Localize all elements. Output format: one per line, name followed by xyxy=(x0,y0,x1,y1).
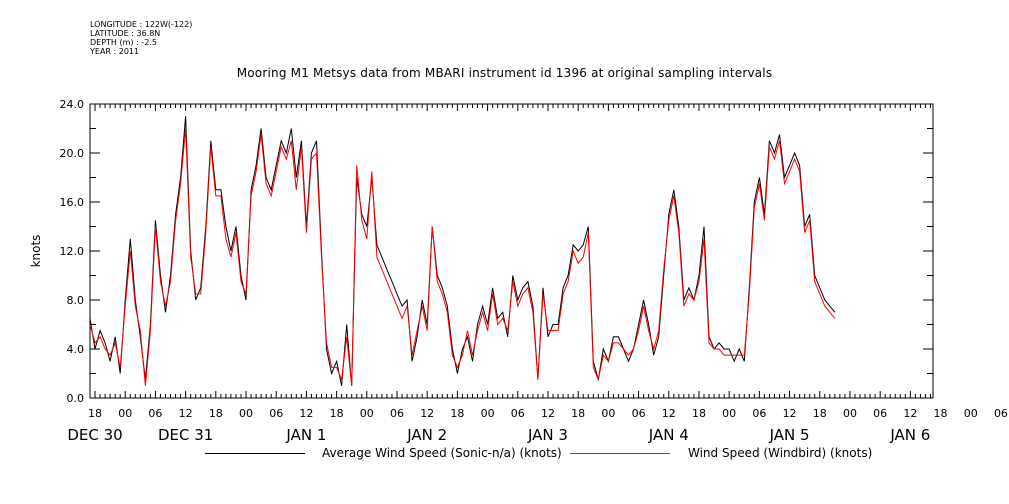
x-tick-label: 06 xyxy=(994,407,1008,420)
x-date-label: JAN 3 xyxy=(527,426,568,444)
y-tick-label: 0.0 xyxy=(67,392,85,405)
x-tick-label: 06 xyxy=(148,407,162,420)
x-tick-label: 18 xyxy=(209,407,223,420)
x-date-label: JAN 6 xyxy=(889,426,930,444)
series-line-2 xyxy=(89,128,836,386)
x-date-label: JAN 1 xyxy=(285,426,326,444)
x-tick-label: 06 xyxy=(390,407,404,420)
x-tick-label: 12 xyxy=(903,407,917,420)
y-tick-label: 16.0 xyxy=(60,196,85,209)
x-date-label: DEC 31 xyxy=(158,426,213,444)
x-date-label: JAN 4 xyxy=(648,426,689,444)
x-date-label: DEC 30 xyxy=(67,426,122,444)
legend: Average Wind Speed (Sonic-n/a) (knots) W… xyxy=(0,444,1009,464)
x-tick-label: 18 xyxy=(692,407,706,420)
x-tick-label: 00 xyxy=(481,407,495,420)
legend-label-series2: Wind Speed (Windbird) (knots) xyxy=(688,446,873,460)
year-text: YEAR : 2011 xyxy=(90,47,140,56)
x-tick-label: 06 xyxy=(632,407,646,420)
series-line-1 xyxy=(89,116,836,386)
legend-line-series2 xyxy=(570,453,670,454)
y-axis-label: knots xyxy=(29,235,43,268)
latitude-text: LATITUDE : 36.8N xyxy=(90,29,161,38)
x-tick-label: 06 xyxy=(873,407,887,420)
x-tick-label: 18 xyxy=(571,407,585,420)
x-tick-label: 06 xyxy=(752,407,766,420)
x-tick-label: 06 xyxy=(269,407,283,420)
plot-frame xyxy=(89,103,934,399)
y-tick-label: 20.0 xyxy=(60,147,85,160)
x-tick-label: 12 xyxy=(299,407,313,420)
x-tick-label: 12 xyxy=(783,407,797,420)
x-tick-label: 00 xyxy=(843,407,857,420)
x-tick-label: 18 xyxy=(330,407,344,420)
x-tick-label: 12 xyxy=(541,407,555,420)
x-tick-label: 00 xyxy=(118,407,132,420)
y-tick-label: 8.0 xyxy=(67,294,85,307)
chart-title: Mooring M1 Metsys data from MBARI instru… xyxy=(236,66,773,80)
x-tick-label: 00 xyxy=(239,407,253,420)
x-date-label: JAN 5 xyxy=(769,426,810,444)
longitude-text: LONGITUDE : 122W(-122) xyxy=(90,20,193,29)
x-tick-label: 18 xyxy=(450,407,464,420)
x-tick-label: 18 xyxy=(813,407,827,420)
legend-label-series1: Average Wind Speed (Sonic-n/a) (knots) xyxy=(322,446,562,460)
y-tick-label: 12.0 xyxy=(60,245,85,258)
x-tick-label: 12 xyxy=(420,407,434,420)
x-date-label: JAN 2 xyxy=(406,426,447,444)
x-tick-label: 00 xyxy=(964,407,978,420)
x-tick-label: 12 xyxy=(179,407,193,420)
x-tick-label: 12 xyxy=(662,407,676,420)
legend-line-series1 xyxy=(205,453,305,454)
x-tick-label: 06 xyxy=(511,407,525,420)
x-tick-label: 18 xyxy=(934,407,948,420)
y-tick-label: 4.0 xyxy=(67,343,85,356)
station-metadata: LONGITUDE : 122W(-122) LATITUDE : 36.8N … xyxy=(90,20,192,56)
depth-text: DEPTH (m) : -2.5 xyxy=(90,38,157,47)
x-tick-label: 18 xyxy=(88,407,102,420)
x-tick-label: 00 xyxy=(722,407,736,420)
y-tick-label: 24.0 xyxy=(60,98,85,111)
x-tick-label: 00 xyxy=(360,407,374,420)
x-tick-label: 00 xyxy=(601,407,615,420)
